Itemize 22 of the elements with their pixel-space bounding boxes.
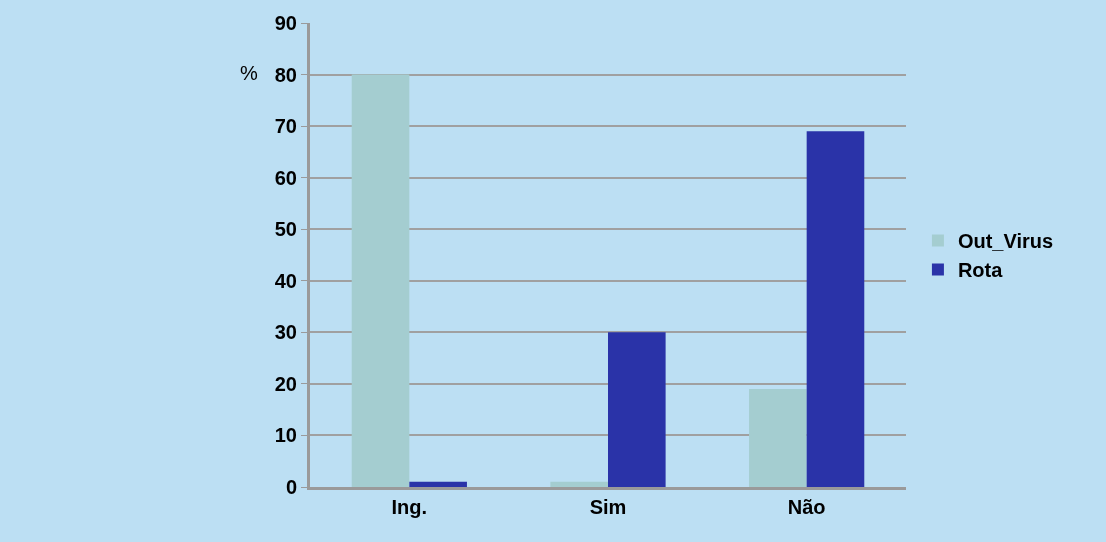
x-tick-label: Ing. (391, 496, 428, 518)
legend-label: Out_Virus (957, 230, 1054, 253)
x-tick-label: Sim (589, 496, 627, 518)
y-tick-label: 40 (274, 269, 297, 292)
y-tick-label: 30 (274, 321, 297, 344)
bar (806, 131, 865, 487)
bar (608, 332, 666, 487)
x-tick-label: Não (787, 496, 826, 518)
y-tick-label: 60 (274, 166, 297, 189)
y-tick-label: 0 (285, 476, 297, 498)
legend-label: Rota (957, 259, 1004, 282)
bar (409, 481, 467, 487)
y-tick-label: 50 (274, 218, 297, 241)
y-tick-label: 20 (274, 372, 297, 395)
bar (550, 481, 608, 487)
bar (351, 74, 410, 487)
y-axis-title: % (240, 62, 258, 84)
bar (749, 389, 807, 487)
y-tick-label: 80 (274, 63, 297, 86)
y-tick-label: 90 (274, 12, 297, 34)
y-tick-label: 10 (274, 424, 297, 447)
y-tick-label: 70 (274, 115, 297, 138)
